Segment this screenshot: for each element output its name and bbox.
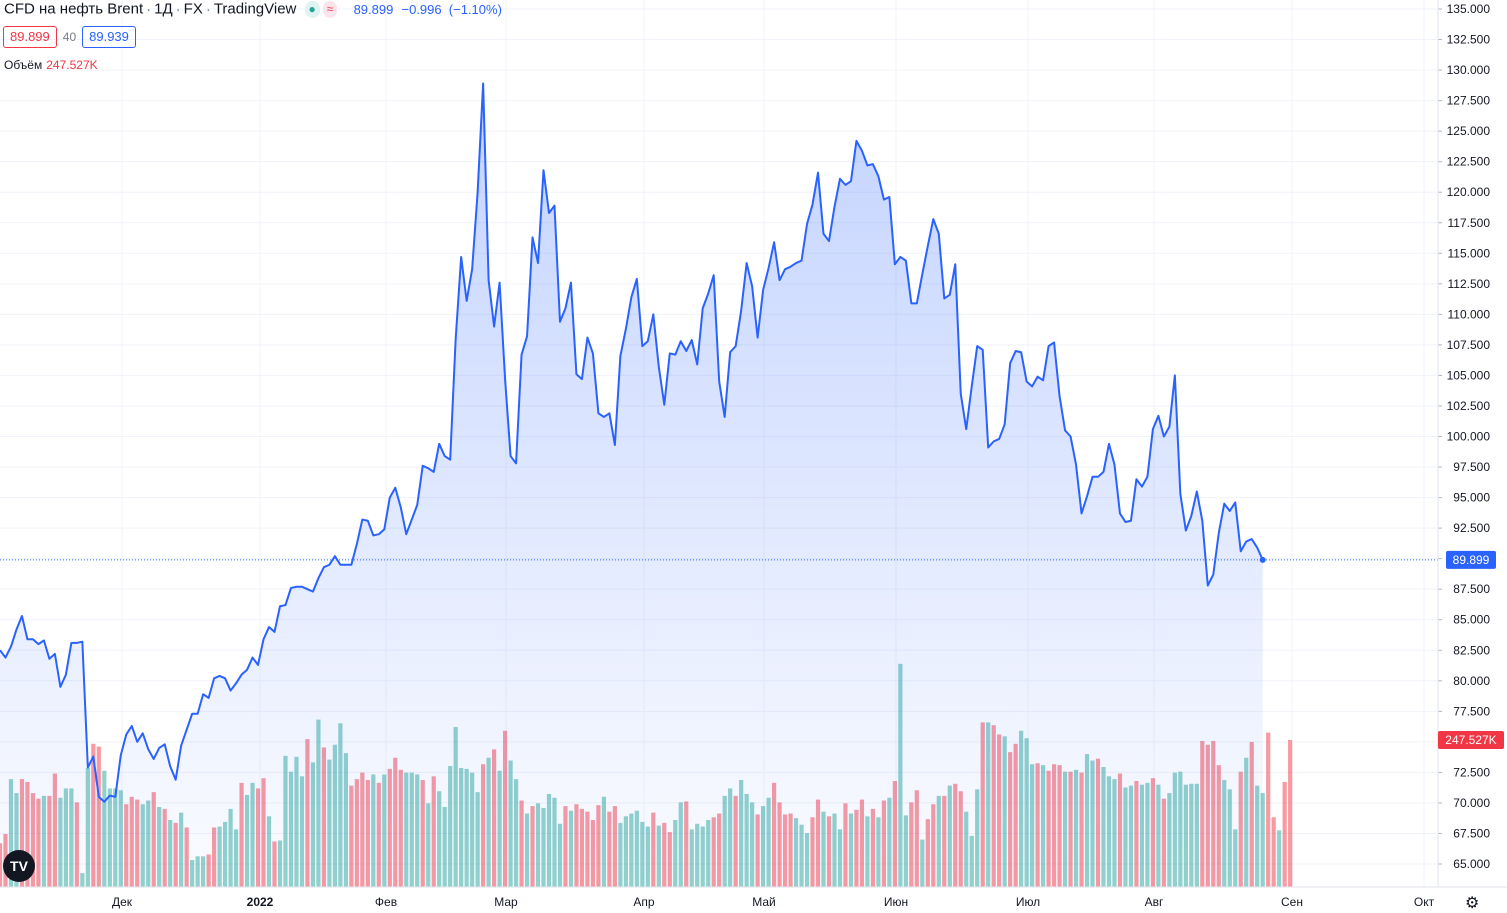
symbol-name[interactable]: CFD на нефть Brent bbox=[4, 0, 144, 18]
y-tick-label: 77.500 bbox=[1453, 704, 1490, 718]
time-axis[interactable]: Дек 2022 Фев Мар Апр Май Июн Июл Авг Сен Окт bbox=[0, 886, 1507, 909]
y-tick-label: 85.000 bbox=[1453, 613, 1490, 627]
y-tick-label: 132.500 bbox=[1447, 33, 1491, 47]
volume-legend[interactable]: Объём 247.527K bbox=[4, 58, 98, 72]
separator-dot: · bbox=[175, 0, 181, 18]
volume-badge bbox=[1438, 731, 1504, 750]
last-price-badge bbox=[1446, 550, 1496, 569]
y-tick-label: 87.500 bbox=[1453, 582, 1490, 596]
y-tick-label: 125.000 bbox=[1447, 124, 1491, 138]
x-tick-label: Июн bbox=[884, 895, 908, 909]
data-delay-icon[interactable]: ≈ bbox=[322, 0, 338, 18]
y-tick-label: 97.500 bbox=[1453, 460, 1490, 474]
separator-dot: · bbox=[205, 0, 211, 18]
buy-price-button[interactable]: 89.939 bbox=[82, 26, 136, 48]
change-value: −0.996 bbox=[401, 1, 442, 17]
tradingview-logo-icon[interactable]: TV bbox=[3, 850, 35, 882]
x-tick-label: 2022 bbox=[247, 895, 274, 909]
last-price-badge-label: 89.899 bbox=[1453, 553, 1490, 567]
separator-dot: · bbox=[146, 0, 152, 18]
gear-icon[interactable]: ⚙ bbox=[1465, 895, 1480, 912]
y-tick-label: 115.000 bbox=[1448, 246, 1491, 260]
x-tick-label: Окт bbox=[1414, 895, 1435, 909]
exchange-label: FX bbox=[183, 0, 203, 18]
source-label: TradingView bbox=[213, 0, 297, 18]
y-tick-label: 80.000 bbox=[1453, 674, 1490, 688]
interval-label[interactable]: 1Д bbox=[154, 0, 173, 18]
y-tick-label: 135.000 bbox=[1447, 2, 1491, 16]
x-tick-label: Дек bbox=[112, 895, 133, 909]
y-tick-label: 102.500 bbox=[1447, 399, 1491, 413]
y-tick-label: 82.500 bbox=[1453, 643, 1490, 657]
x-tick-label: Мар bbox=[494, 895, 518, 909]
x-tick-label: Май bbox=[752, 895, 776, 909]
y-tick-label: 130.000 bbox=[1447, 63, 1491, 77]
y-tick-label: 122.500 bbox=[1447, 155, 1491, 169]
y-tick-label: 110.000 bbox=[1448, 307, 1491, 321]
y-tick-label: 67.500 bbox=[1453, 826, 1490, 840]
change-percent: (−1.10%) bbox=[448, 1, 502, 17]
volume-bar bbox=[1266, 732, 1271, 887]
volume-value: 247.527K bbox=[46, 58, 98, 72]
volume-bar bbox=[1277, 830, 1282, 887]
price-area-fill bbox=[0, 83, 1263, 887]
x-tick-label: Апр bbox=[633, 895, 655, 909]
x-tick-label: Июл bbox=[1016, 895, 1040, 909]
sell-price-button[interactable]: 89.899 bbox=[3, 26, 57, 48]
volume-label: Объём bbox=[4, 58, 43, 72]
y-tick-label: 100.000 bbox=[1447, 430, 1491, 444]
y-tick-label: 120.000 bbox=[1447, 185, 1491, 199]
last-price-marker bbox=[1259, 556, 1266, 563]
y-tick-label: 107.500 bbox=[1447, 338, 1491, 352]
x-tick-label: Авг bbox=[1145, 895, 1164, 909]
volume-bar bbox=[1282, 781, 1287, 887]
x-tick-label: Фев bbox=[375, 895, 397, 909]
volume-bar bbox=[1288, 740, 1293, 887]
volume-bar bbox=[1271, 817, 1276, 887]
bid-ask-row: 89.899 40 89.939 bbox=[3, 26, 136, 48]
symbol-legend[interactable]: CFD на нефть Brent · 1Д · FX · TradingView ● ≈ … bbox=[4, 0, 502, 18]
volume-badge-label: 247.527K bbox=[1445, 733, 1496, 747]
y-tick-label: 117.500 bbox=[1448, 216, 1491, 230]
price-line bbox=[0, 82, 1264, 803]
spread-value: 40 bbox=[62, 30, 77, 44]
market-open-dot-icon[interactable]: ● bbox=[304, 0, 320, 18]
price-axis[interactable]: 135.000 132.500 130.000 127.500 125.000 122.5… bbox=[1437, 0, 1504, 887]
y-tick-label: 127.500 bbox=[1447, 94, 1491, 108]
y-tick-label: 112.500 bbox=[1448, 277, 1491, 291]
y-tick-label: 95.000 bbox=[1453, 491, 1490, 505]
y-tick-label: 70.000 bbox=[1453, 796, 1490, 810]
y-tick-label: 105.000 bbox=[1447, 368, 1491, 382]
y-tick-label: 92.500 bbox=[1453, 521, 1490, 535]
price-area bbox=[0, 82, 1438, 887]
y-tick-label: 72.500 bbox=[1453, 765, 1490, 779]
last-price-value: 89.899 bbox=[353, 1, 394, 17]
x-tick-label: Сен bbox=[1281, 895, 1303, 909]
y-tick-label: 65.000 bbox=[1453, 857, 1490, 871]
